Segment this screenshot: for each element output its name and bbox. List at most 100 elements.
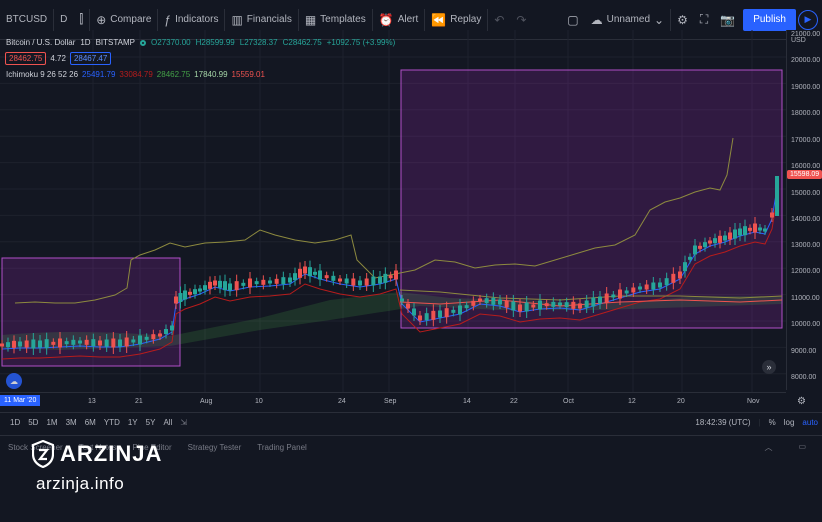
ichimoku-lead-b: 15559.01 xyxy=(231,70,265,79)
time-axis-label: Oct xyxy=(563,398,574,405)
time-axis-label: 12 xyxy=(628,398,636,405)
legend-open: O27370.00 xyxy=(151,38,191,47)
settings-button[interactable]: ⚙ xyxy=(671,0,694,40)
buy-price-button[interactable]: 28467.47 xyxy=(69,52,112,65)
range-button-1m[interactable]: 1M xyxy=(46,418,58,427)
range-button-1y[interactable]: 1Y xyxy=(127,418,138,427)
indicators-label: Indicators xyxy=(175,14,219,25)
price-axis-label: 18000.00 xyxy=(791,110,821,117)
play-button[interactable]: ▶ xyxy=(798,9,818,30)
ichimoku-legend: Ichimoku 9 26 52 26 25491.79 33084.79 28… xyxy=(6,70,265,79)
interval-label: D xyxy=(60,14,68,25)
layout-name-button[interactable]: ☁ Unnamed ⌄ xyxy=(585,0,670,40)
percent-toggle[interactable]: % xyxy=(768,418,776,427)
publish-button[interactable]: Publish xyxy=(743,8,796,31)
ichimoku-label: Ichimoku 9 26 52 26 xyxy=(6,70,79,79)
price-axis-label: 10000.00 xyxy=(791,321,821,328)
spread-value: 4.72 xyxy=(50,54,66,63)
watermark-site: arzinja.info xyxy=(36,474,125,493)
financials-button[interactable]: ▥ Financials xyxy=(225,0,297,40)
price-axis-label: 15000.00 xyxy=(791,190,821,197)
double-chevron-right-icon: » xyxy=(766,362,772,372)
redo-button[interactable]: ↷ xyxy=(510,0,532,40)
price-axis-label: 16000.00 xyxy=(791,163,821,170)
snapshot-button[interactable]: 📷 xyxy=(714,0,741,40)
maximize-icon[interactable]: ▭ xyxy=(798,442,806,451)
symbol-title: Bitcoin / U.S. Dollar xyxy=(6,38,76,47)
indicators-icon: ƒ xyxy=(164,12,172,27)
chart-legend: Bitcoin / U.S. Dollar 1D BITSTAMP O27370… xyxy=(6,38,395,47)
time-axis-label: Nov xyxy=(747,398,760,405)
sell-price-button[interactable]: 28462.75 xyxy=(5,52,47,65)
auto-toggle[interactable]: auto xyxy=(802,418,818,427)
bottom-tab[interactable]: Text Notes xyxy=(78,443,117,452)
compare-button[interactable]: ⊕ Compare xyxy=(90,0,157,40)
financials-label: Financials xyxy=(246,14,292,25)
replay-button[interactable]: ⏪ Replay xyxy=(425,0,487,40)
watermark-brand: ARZINJA xyxy=(60,441,163,466)
select-layout-button[interactable]: ▢ xyxy=(561,0,584,40)
replay-label: Replay xyxy=(450,14,482,25)
ichimoku-conversion: 25491.79 xyxy=(82,70,116,79)
range-buttons: 1D 5D 1M 3M 6M YTD 1Y 5Y All xyxy=(0,418,176,427)
toolbar-divider xyxy=(53,8,55,31)
fullscreen-button[interactable]: ⛶ xyxy=(694,0,714,40)
range-button-5d[interactable]: 5D xyxy=(28,418,39,427)
compare-label: Compare xyxy=(110,14,152,25)
axis-settings-icon[interactable]: ⚙ xyxy=(797,396,806,407)
range-button-ytd[interactable]: YTD xyxy=(103,418,120,427)
publish-label: Publish xyxy=(753,14,786,25)
range-button-all[interactable]: All xyxy=(163,418,173,427)
range-button-3m[interactable]: 3M xyxy=(65,418,77,427)
ichimoku-lagging: 28462.75 xyxy=(156,70,191,79)
scroll-to-realtime-button[interactable]: » xyxy=(762,360,776,374)
legend-high: H28599.99 xyxy=(195,38,235,47)
cloud-icon[interactable]: ☁ xyxy=(6,373,22,389)
toolbar-divider xyxy=(371,8,373,31)
toolbar-divider xyxy=(670,8,672,31)
price-axis[interactable]: USD 21000.00 20000.00 19000.00 18000.00 1700… xyxy=(786,30,822,390)
symbol-label: BTCUSD xyxy=(6,14,48,25)
price-axis-label: 14000.00 xyxy=(791,216,821,223)
time-axis[interactable]: 11 Mar '20 13 21 Aug 10 24 Sep 14 22 Oct 12 20 Nov xyxy=(0,392,786,410)
clock-label[interactable]: 18:42:39 (UTC) xyxy=(695,418,751,427)
price-axis-label: 13000.00 xyxy=(791,242,821,249)
bid-ask: 28462.75 4.72 28467.47 xyxy=(5,52,112,65)
ichimoku-base: 33084.79 xyxy=(119,70,153,79)
current-price-label: 15598.09 xyxy=(787,170,822,179)
chevron-up-icon[interactable]: ︿ xyxy=(764,443,773,452)
date-range-bar: 1D 5D 1M 3M 6M YTD 1Y 5Y All ⇲ 18:42:39 (UTC) | … xyxy=(0,412,822,432)
redo-icon: ↷ xyxy=(516,12,527,27)
shield-logo-icon xyxy=(32,440,54,468)
alert-button[interactable]: ⏰ Alert xyxy=(373,0,425,40)
templates-button[interactable]: ▦ Templates xyxy=(299,0,372,40)
log-toggle[interactable]: log xyxy=(783,418,795,427)
bottom-tab[interactable]: Trading Panel xyxy=(257,443,307,452)
templates-icon: ▦ xyxy=(304,12,317,27)
symbol-search[interactable]: BTCUSD xyxy=(0,0,53,40)
replay-icon: ⏪ xyxy=(431,12,447,27)
indicators-button[interactable]: ƒ Indicators xyxy=(158,0,224,40)
compare-icon: ⊕ xyxy=(96,12,107,27)
undo-button[interactable]: ↶ xyxy=(488,0,510,40)
interval-button[interactable]: D xyxy=(54,0,73,40)
goto-date-icon[interactable]: ⇲ xyxy=(180,418,188,427)
legend-close: C28462.75 xyxy=(282,38,322,47)
market-status-icon xyxy=(140,39,147,46)
price-chart[interactable] xyxy=(0,30,822,392)
price-axis-label: 17000.00 xyxy=(791,137,821,144)
range-button-1d[interactable]: 1D xyxy=(10,418,21,427)
undo-icon: ↶ xyxy=(494,12,505,27)
bottom-tab[interactable]: Pine Editor xyxy=(132,443,172,452)
chart-style-button[interactable]: ⫿ xyxy=(73,0,89,40)
bottom-tab[interactable]: Stock Screener xyxy=(8,443,63,452)
price-axis-label: 11000.00 xyxy=(791,295,820,302)
range-button-5y[interactable]: 5Y xyxy=(145,418,156,427)
alert-label: Alert xyxy=(397,14,419,25)
range-bar-right: 18:42:39 (UTC) | % log auto xyxy=(691,418,822,427)
range-button-6m[interactable]: 6M xyxy=(84,418,96,427)
bottom-tab[interactable]: Strategy Tester xyxy=(187,443,242,452)
financials-icon: ▥ xyxy=(231,12,243,27)
time-axis-label: 22 xyxy=(510,398,518,405)
price-axis-label: 20000.00 xyxy=(791,57,821,64)
